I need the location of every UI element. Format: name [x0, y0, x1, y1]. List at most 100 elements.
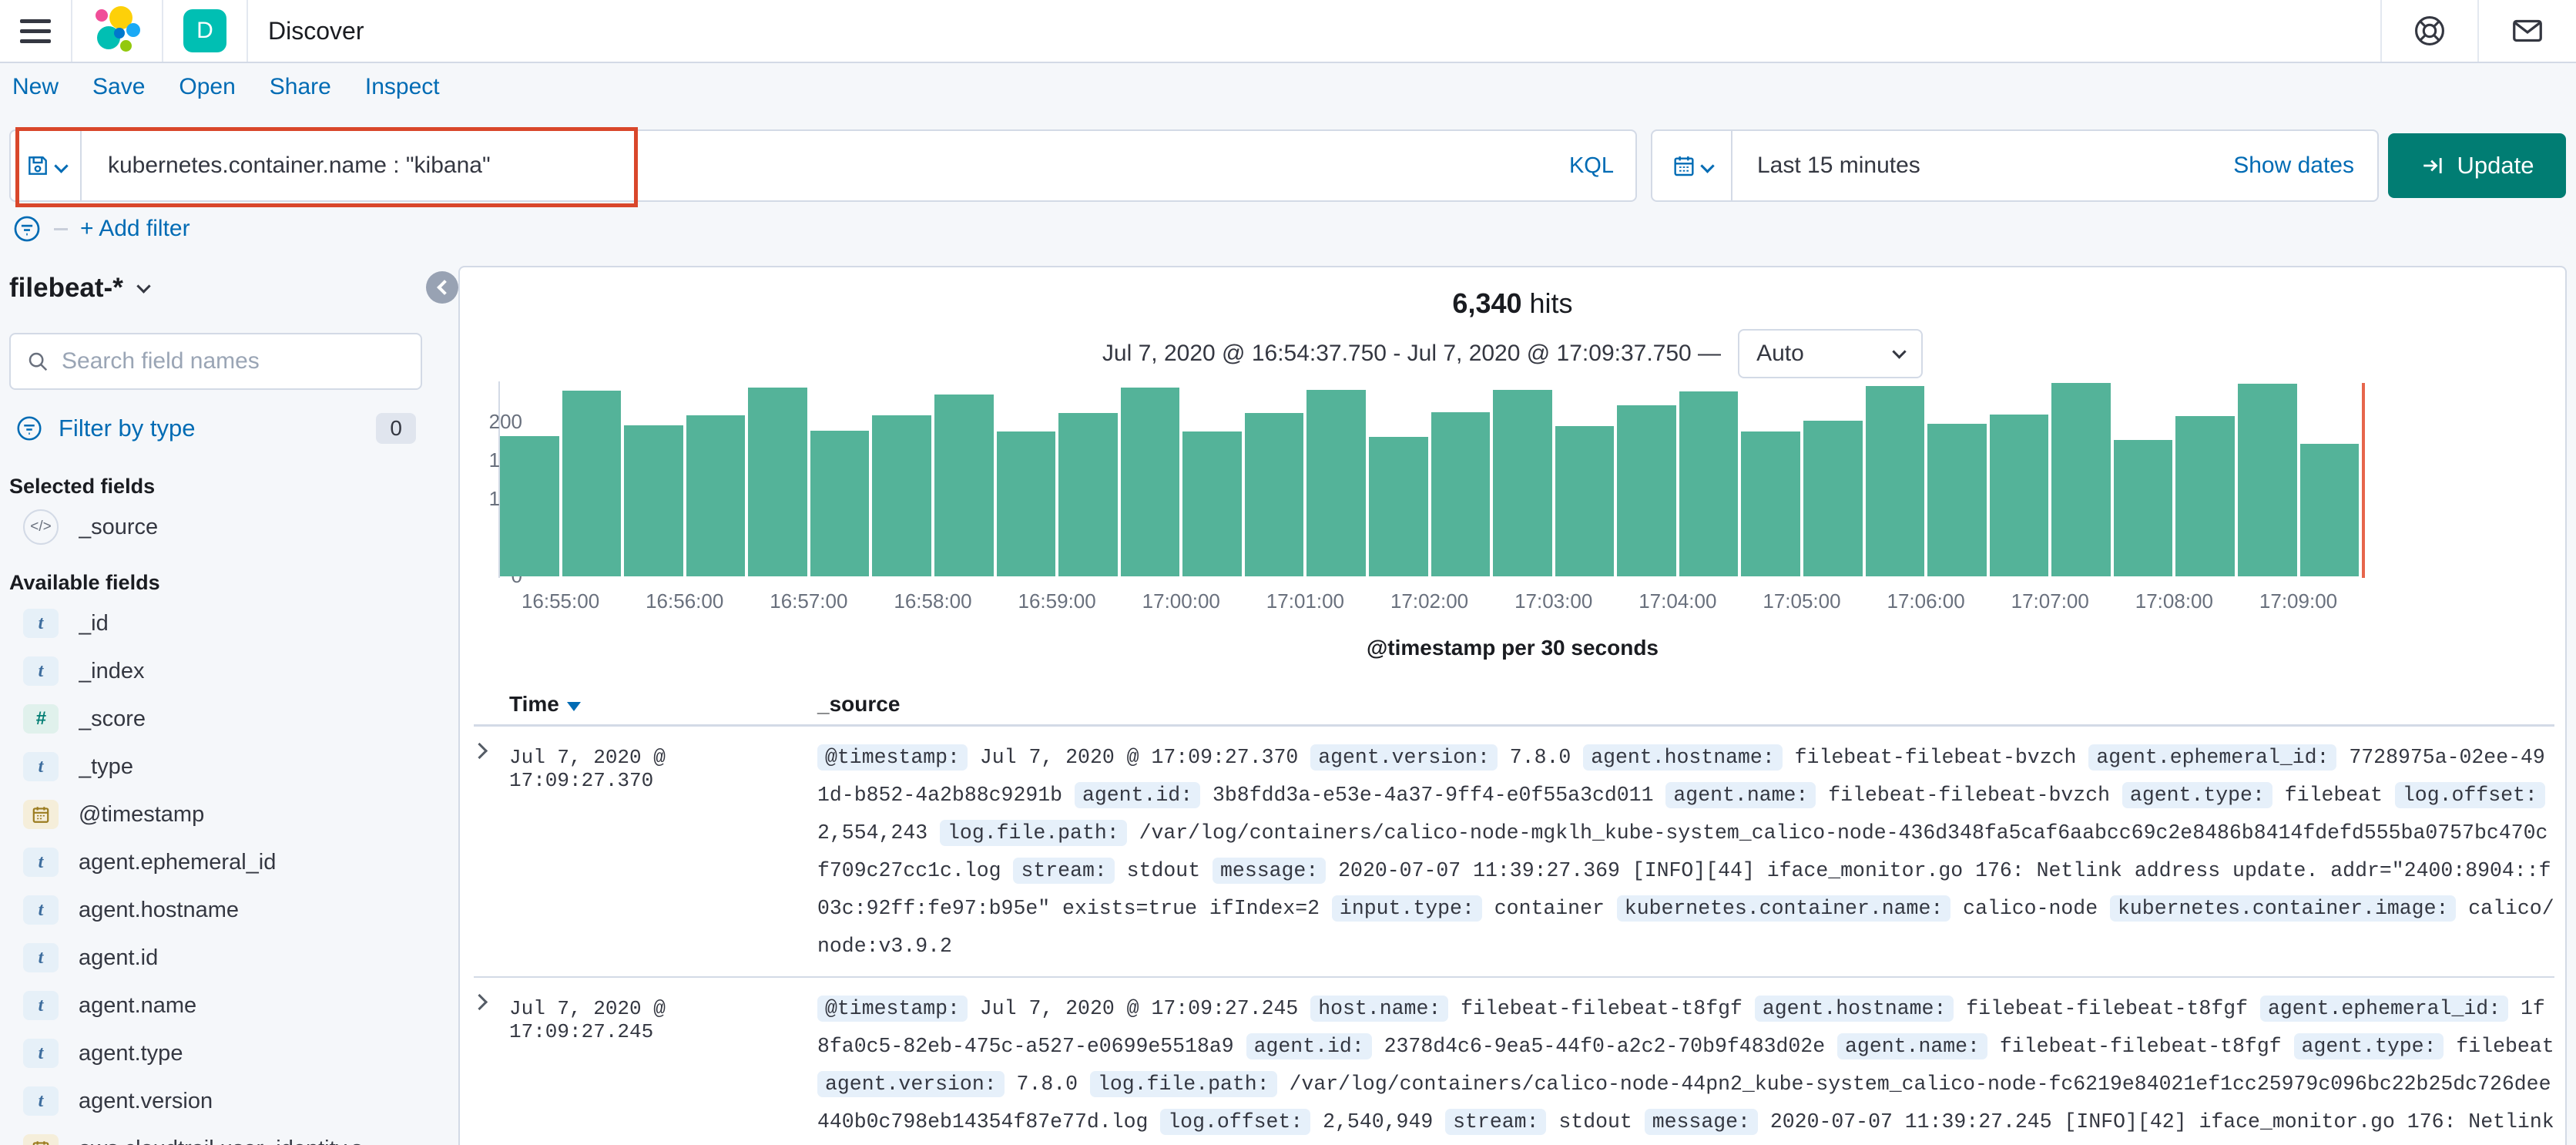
field-item-_id[interactable]: t _id — [9, 599, 422, 647]
field-value: stdout — [1546, 1110, 1645, 1133]
field-item-agent.hostname[interactable]: t agent.hostname — [9, 886, 422, 934]
field-key-badge: kubernetes.container.name: — [1616, 895, 1951, 922]
histogram-bar[interactable] — [1306, 390, 1366, 576]
toolbar-link-inspect[interactable]: Inspect — [364, 74, 440, 99]
field-item-aws.cloudtrail.user_identity.s...[interactable]: aws.cloudtrail.user_identity.s... — [9, 1125, 422, 1145]
elastic-logo-icon — [92, 6, 142, 55]
add-filter-button[interactable]: + Add filter — [80, 216, 190, 241]
selected-fields-heading: Selected fields — [9, 475, 156, 498]
histogram-bar[interactable] — [686, 415, 746, 576]
histogram-bar[interactable] — [1058, 413, 1118, 576]
mail-icon — [2513, 19, 2542, 42]
histogram-bar[interactable] — [1244, 413, 1304, 576]
save-icon — [28, 156, 47, 175]
histogram-bar[interactable] — [1368, 437, 1428, 576]
field-item-agent.type[interactable]: t agent.type — [9, 1029, 422, 1077]
field-value: container — [1481, 897, 1617, 920]
histogram-bar[interactable] — [2051, 383, 2111, 576]
histogram-bar[interactable] — [1741, 431, 1800, 576]
histogram-bar[interactable] — [562, 391, 622, 576]
update-button[interactable]: Update — [2388, 133, 2566, 198]
field-value: /var/log/containers/calico-node-mgklh_ku… — [817, 821, 2548, 882]
field-item-agent.id[interactable]: t agent.id — [9, 934, 422, 982]
x-axis-tick: 17:05:00 — [1763, 589, 1841, 613]
field-item-agent.version[interactable]: t agent.version — [9, 1077, 422, 1125]
histogram-bar[interactable] — [1431, 412, 1491, 576]
toolbar-link-open[interactable]: Open — [179, 74, 236, 99]
field-type-string-icon: t — [23, 656, 59, 686]
field-item-_index[interactable]: t _index — [9, 647, 422, 695]
field-search-input[interactable] — [62, 348, 405, 374]
saved-query-menu-button[interactable] — [11, 131, 82, 200]
toolbar-link-share[interactable]: Share — [269, 74, 331, 99]
field-value: 7.8.0 — [1497, 746, 1584, 769]
chevron-left-icon — [437, 280, 452, 295]
field-item-@timestamp[interactable]: @timestamp — [9, 791, 422, 838]
field-item-agent.ephemeral_id[interactable]: t agent.ephemeral_id — [9, 838, 422, 886]
newsfeed-button[interactable] — [2479, 0, 2576, 62]
show-dates-button[interactable]: Show dates — [2233, 153, 2354, 178]
divider — [162, 0, 163, 62]
filter-by-type-button[interactable]: Filter by type — [59, 415, 196, 442]
interval-select[interactable]: Auto — [1738, 329, 1924, 378]
field-key-badge: agent.version: — [817, 1071, 1005, 1097]
histogram-bar[interactable] — [2175, 416, 2235, 576]
app-badge[interactable]: D — [163, 0, 247, 62]
collapse-sidebar-button[interactable] — [426, 271, 458, 304]
filter-icon[interactable] — [12, 214, 42, 243]
field-item-agent.name[interactable]: t agent.name — [9, 982, 422, 1029]
document-time: Jul 7, 2020 @ 17:09:27.245 — [509, 997, 666, 1043]
histogram-bar[interactable] — [2113, 440, 2173, 576]
quick-select-menu-button[interactable] — [1652, 131, 1732, 200]
home-logo-button[interactable] — [72, 0, 162, 62]
histogram-bar[interactable] — [2237, 384, 2297, 576]
column-header-time[interactable]: Time — [509, 692, 817, 717]
x-axis-title: @timestamp per 30 seconds — [1367, 636, 1659, 660]
toolbar-link-new[interactable]: New — [12, 74, 59, 99]
histogram-bar[interactable] — [1803, 421, 1863, 576]
time-range-value[interactable]: Last 15 minutes — [1757, 153, 1920, 178]
field-name: _type — [79, 754, 133, 779]
histogram-bar[interactable] — [996, 431, 1056, 576]
field-key-badge: agent.type: — [2293, 1033, 2444, 1059]
histogram-bar[interactable] — [1679, 391, 1739, 576]
field-item-_source[interactable]: </> _source — [9, 503, 422, 551]
table-header: Time _source — [474, 683, 2554, 727]
field-value: Jul 7, 2020 @ 17:09:27.370 — [967, 746, 1311, 769]
field-value: filebeat — [2272, 784, 2395, 807]
histogram-bar[interactable] — [1617, 405, 1676, 576]
menu-button[interactable] — [0, 0, 71, 62]
index-pattern-switcher[interactable]: filebeat-* — [9, 273, 422, 304]
available-fields-heading: Available fields — [9, 571, 160, 594]
histogram-bar[interactable] — [2299, 444, 2360, 576]
histogram-bar[interactable] — [1989, 415, 2049, 576]
histogram-bar[interactable] — [1120, 388, 1180, 576]
field-key-badge: @timestamp: — [817, 996, 968, 1022]
histogram-bar[interactable] — [1865, 386, 1925, 576]
field-value: 2,540,949 — [1310, 1110, 1446, 1133]
field-item-_type[interactable]: t _type — [9, 743, 422, 791]
histogram-bar[interactable] — [500, 436, 559, 576]
histogram-bar[interactable] — [748, 388, 807, 576]
divider — [247, 0, 248, 62]
histogram-bar[interactable] — [1493, 390, 1552, 576]
help-button[interactable] — [2382, 0, 2477, 62]
field-value: calico-node — [1950, 897, 2110, 920]
field-value: 2020-07-07 11:39:27.245 [INFO][42] iface… — [1769, 1110, 2554, 1133]
discover-main-panel: 6,340 hits Jul 7, 2020 @ 16:54:37.750 - … — [458, 266, 2567, 1145]
field-key-badge: log.offset: — [2394, 782, 2545, 808]
field-item-_score[interactable]: # _score — [9, 695, 422, 743]
histogram-bar[interactable] — [934, 395, 994, 576]
histogram-bar[interactable] — [1182, 431, 1242, 576]
histogram-bar[interactable] — [624, 425, 683, 576]
expand-row-button[interactable] — [471, 739, 509, 761]
field-key-badge: message: — [1644, 1109, 1758, 1135]
query-language-button[interactable]: KQL — [1568, 153, 1614, 178]
histogram-bar[interactable] — [872, 415, 931, 576]
toolbar-link-save[interactable]: Save — [92, 74, 146, 99]
histogram-bar[interactable] — [810, 431, 870, 576]
query-input[interactable]: kubernetes.container.name : "kibana" — [108, 153, 491, 178]
histogram-bar[interactable] — [1927, 424, 1987, 576]
expand-row-button[interactable] — [471, 990, 509, 1012]
histogram-bar[interactable] — [1555, 426, 1615, 576]
